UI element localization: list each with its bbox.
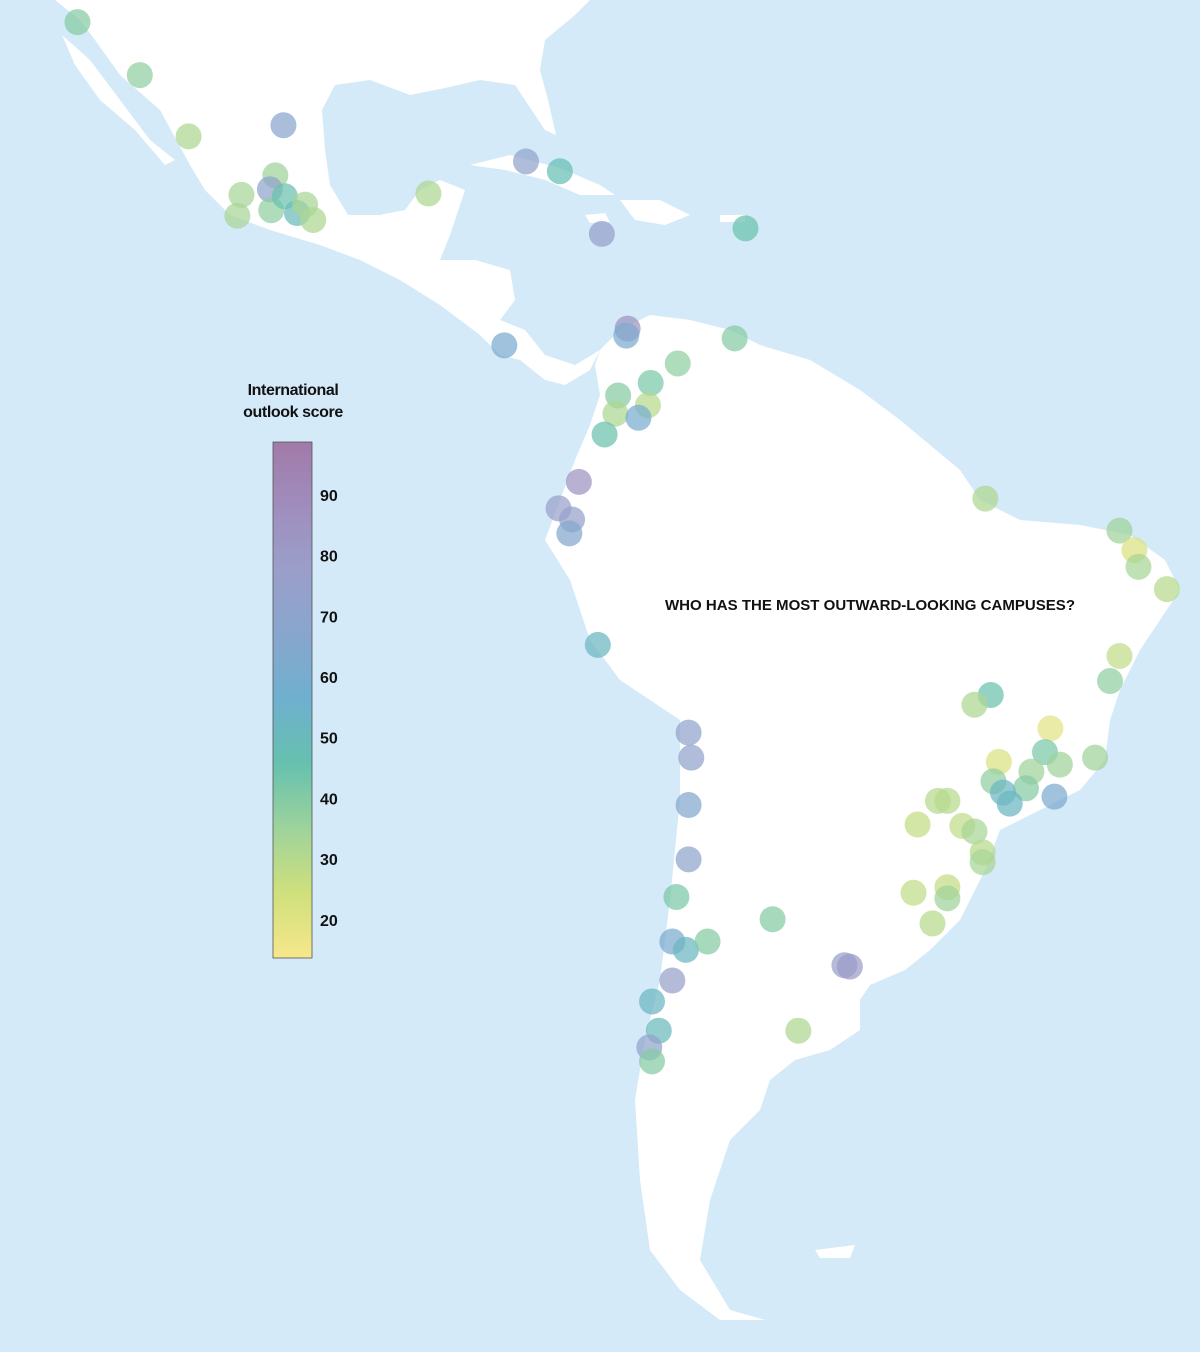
cuba <box>470 155 615 195</box>
university-point <box>663 883 690 910</box>
university-point <box>904 811 931 838</box>
university-point <box>934 787 961 814</box>
university-point <box>659 967 686 994</box>
university-point <box>556 520 583 547</box>
university-point <box>613 322 640 349</box>
university-point <box>672 936 699 963</box>
university-point <box>675 792 702 819</box>
land <box>55 0 1180 1320</box>
colorbar <box>272 441 313 959</box>
university-point <box>732 215 759 242</box>
university-point <box>1046 751 1073 778</box>
university-point <box>961 691 988 718</box>
university-point <box>664 350 691 377</box>
university-point <box>996 790 1023 817</box>
university-point <box>491 332 518 359</box>
university-point <box>224 202 251 229</box>
university-point <box>1082 744 1109 771</box>
colorbar-tick-label: 20 <box>320 913 338 930</box>
university-point <box>546 158 573 185</box>
university-point <box>512 148 539 175</box>
university-point <box>602 400 629 427</box>
colorbar-title: International outlook score <box>243 382 343 421</box>
university-point <box>972 485 999 512</box>
university-point <box>694 928 721 955</box>
university-point <box>639 988 666 1015</box>
falkland-islands <box>815 1245 855 1258</box>
university-point <box>175 123 202 150</box>
university-point <box>678 744 705 771</box>
university-point <box>228 181 255 208</box>
chart-title: WHO HAS THE MOST OUTWARD-LOOKING CAMPUSE… <box>665 597 1075 614</box>
university-point <box>1041 783 1068 810</box>
university-point <box>1125 553 1152 580</box>
north-america <box>55 0 600 385</box>
university-point <box>1106 642 1133 669</box>
colorbar-tick-label: 60 <box>320 670 338 687</box>
university-point <box>1012 775 1039 802</box>
university-point <box>675 719 702 746</box>
colorbar-tick-label: 30 <box>320 852 338 869</box>
university-point <box>836 953 863 980</box>
university-point <box>1106 517 1133 544</box>
university-point <box>584 631 611 658</box>
university-point <box>64 9 91 36</box>
university-point <box>934 885 961 912</box>
university-point <box>415 180 442 207</box>
university-point <box>588 220 615 247</box>
points <box>64 9 1180 1075</box>
university-point <box>300 206 327 233</box>
university-point <box>759 906 786 933</box>
colorbar-tick-label: 50 <box>320 731 338 748</box>
jamaica <box>585 213 610 223</box>
university-point <box>637 369 664 396</box>
university-point <box>591 421 618 448</box>
colorbar-tick-label: 40 <box>320 791 338 808</box>
university-point <box>721 325 748 352</box>
university-point <box>785 1017 812 1044</box>
university-point <box>969 849 996 876</box>
colorbar-tick-label: 80 <box>320 549 338 566</box>
university-point <box>625 404 652 431</box>
university-point <box>126 62 153 89</box>
university-point <box>565 468 592 495</box>
hispaniola <box>620 200 690 225</box>
university-point <box>985 748 1012 775</box>
university-point <box>639 1048 666 1075</box>
baja-california <box>62 35 175 165</box>
colorbar-tick-label: 90 <box>320 488 338 505</box>
south-america <box>545 315 1180 1320</box>
university-point <box>961 818 988 845</box>
university-point <box>270 112 297 139</box>
university-point <box>1153 576 1180 603</box>
colorbar-tick-label: 70 <box>320 609 338 626</box>
university-point <box>900 879 927 906</box>
university-point <box>919 910 946 937</box>
university-point <box>675 846 702 873</box>
university-point <box>1097 668 1123 695</box>
university-point <box>1037 715 1064 742</box>
